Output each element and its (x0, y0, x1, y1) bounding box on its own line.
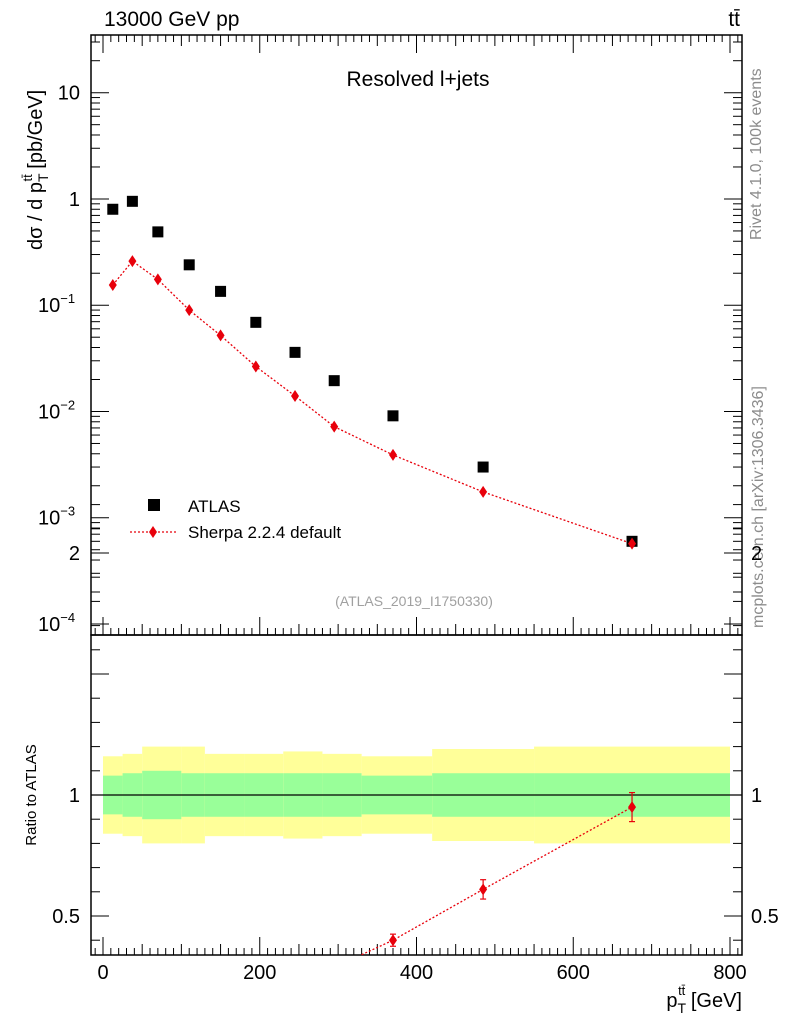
ratio-y-tick-label-right: 2 (751, 543, 762, 565)
y-tick-label: 10−3 (38, 504, 75, 530)
sherpa-point (216, 329, 225, 342)
y-tick-base: 10 (38, 295, 60, 317)
y-tick-label: 10 (58, 83, 80, 105)
y-tick-base: 10 (38, 508, 60, 530)
ratio-y-tick-label-left: 0.5 (52, 906, 80, 928)
ratio-y-tick-label-right: 0.5 (751, 906, 779, 928)
main-y-label-sup: tt̄ (20, 174, 35, 182)
x-tick-label: 200 (243, 962, 276, 984)
ratio-point (628, 801, 637, 814)
sherpa-point (185, 304, 194, 317)
main-y-label-unit: [pb/GeV] (25, 90, 47, 175)
y-tick-base: 10 (38, 614, 60, 636)
y-tick-exponent: −4 (60, 610, 75, 625)
atlas-point (328, 375, 340, 387)
sherpa-point (128, 255, 137, 268)
x-label-unit: [GeV] (685, 990, 742, 1012)
y-tick-label: 10−4 (38, 610, 75, 636)
x-label-sup: tt̄ (678, 983, 686, 998)
analysis-label: (ATLAS_2019_I1750330) (335, 593, 493, 609)
y-tick-exponent: −1 (60, 291, 75, 306)
sherpa-point (291, 389, 300, 402)
x-axis-label: pTtt̄ [GeV] (666, 983, 742, 1016)
x-tick-label: 800 (713, 962, 746, 984)
ratio-sherpa-line (361, 806, 633, 956)
ratio-point (388, 934, 397, 947)
legend: ATLAS Sherpa 2.2.4 default (130, 497, 341, 542)
legend-atlas-marker (148, 499, 160, 511)
legend-sherpa-marker (149, 526, 157, 538)
atlas-point (250, 316, 262, 328)
legend-atlas-label: ATLAS (188, 497, 241, 516)
rivet-label: Rivet 4.1.0, 100k events (748, 68, 765, 240)
atlas-point (387, 410, 399, 422)
ratio-y-tick-label-right: 1 (751, 785, 762, 807)
x-label-sub: T (678, 1000, 687, 1016)
y-tick-label: 10−1 (38, 291, 75, 317)
mcplots-label: mcplots.cern.ch [arXiv:1306.3436] (750, 386, 767, 628)
process-label: tt̄ (728, 8, 740, 31)
y-tick-label: 10−2 (38, 397, 75, 423)
sherpa-point (479, 485, 488, 498)
x-tick-label: 600 (557, 962, 590, 984)
y-tick-label: 1 (69, 189, 80, 211)
sherpa-point (628, 537, 637, 550)
legend-sherpa-label: Sherpa 2.2.4 default (188, 523, 341, 542)
energy-label: 13000 GeV pp (104, 8, 239, 31)
atlas-point (215, 285, 227, 297)
y-tick-exponent: −3 (60, 504, 75, 519)
sherpa-point (251, 360, 260, 373)
x-tick-label: 0 (97, 962, 108, 984)
sherpa-point (153, 273, 162, 286)
atlas-point (477, 461, 489, 473)
main-frame (90, 34, 743, 636)
y-tick-base: 10 (38, 401, 60, 423)
main-y-label-text: dσ / d p (25, 182, 47, 250)
main-y-label-sub: T (35, 173, 51, 182)
sherpa-point (330, 420, 339, 433)
ratio-y-tick-label-left: 2 (69, 543, 80, 565)
main-y-axis-label: dσ / d pTtt̄ [pb/GeV] (20, 90, 51, 250)
atlas-point (107, 203, 119, 215)
x-label-text: p (666, 990, 677, 1012)
ratio-y-axis-label: Ratio to ATLAS (23, 744, 40, 845)
atlas-point (126, 195, 138, 207)
x-tick-label: 400 (400, 962, 433, 984)
sherpa-point (388, 448, 397, 461)
ratio-series (361, 791, 637, 956)
sherpa-point (108, 278, 117, 291)
ratio-y-tick-label-left: 1 (69, 785, 80, 807)
plot-title: Resolved l+jets (347, 68, 490, 91)
y-tick-exponent: −2 (60, 397, 75, 412)
ratio-point (479, 883, 488, 896)
atlas-point (289, 346, 301, 358)
main-series (107, 195, 638, 550)
atlas-point (152, 226, 164, 238)
atlas-point (183, 259, 195, 271)
